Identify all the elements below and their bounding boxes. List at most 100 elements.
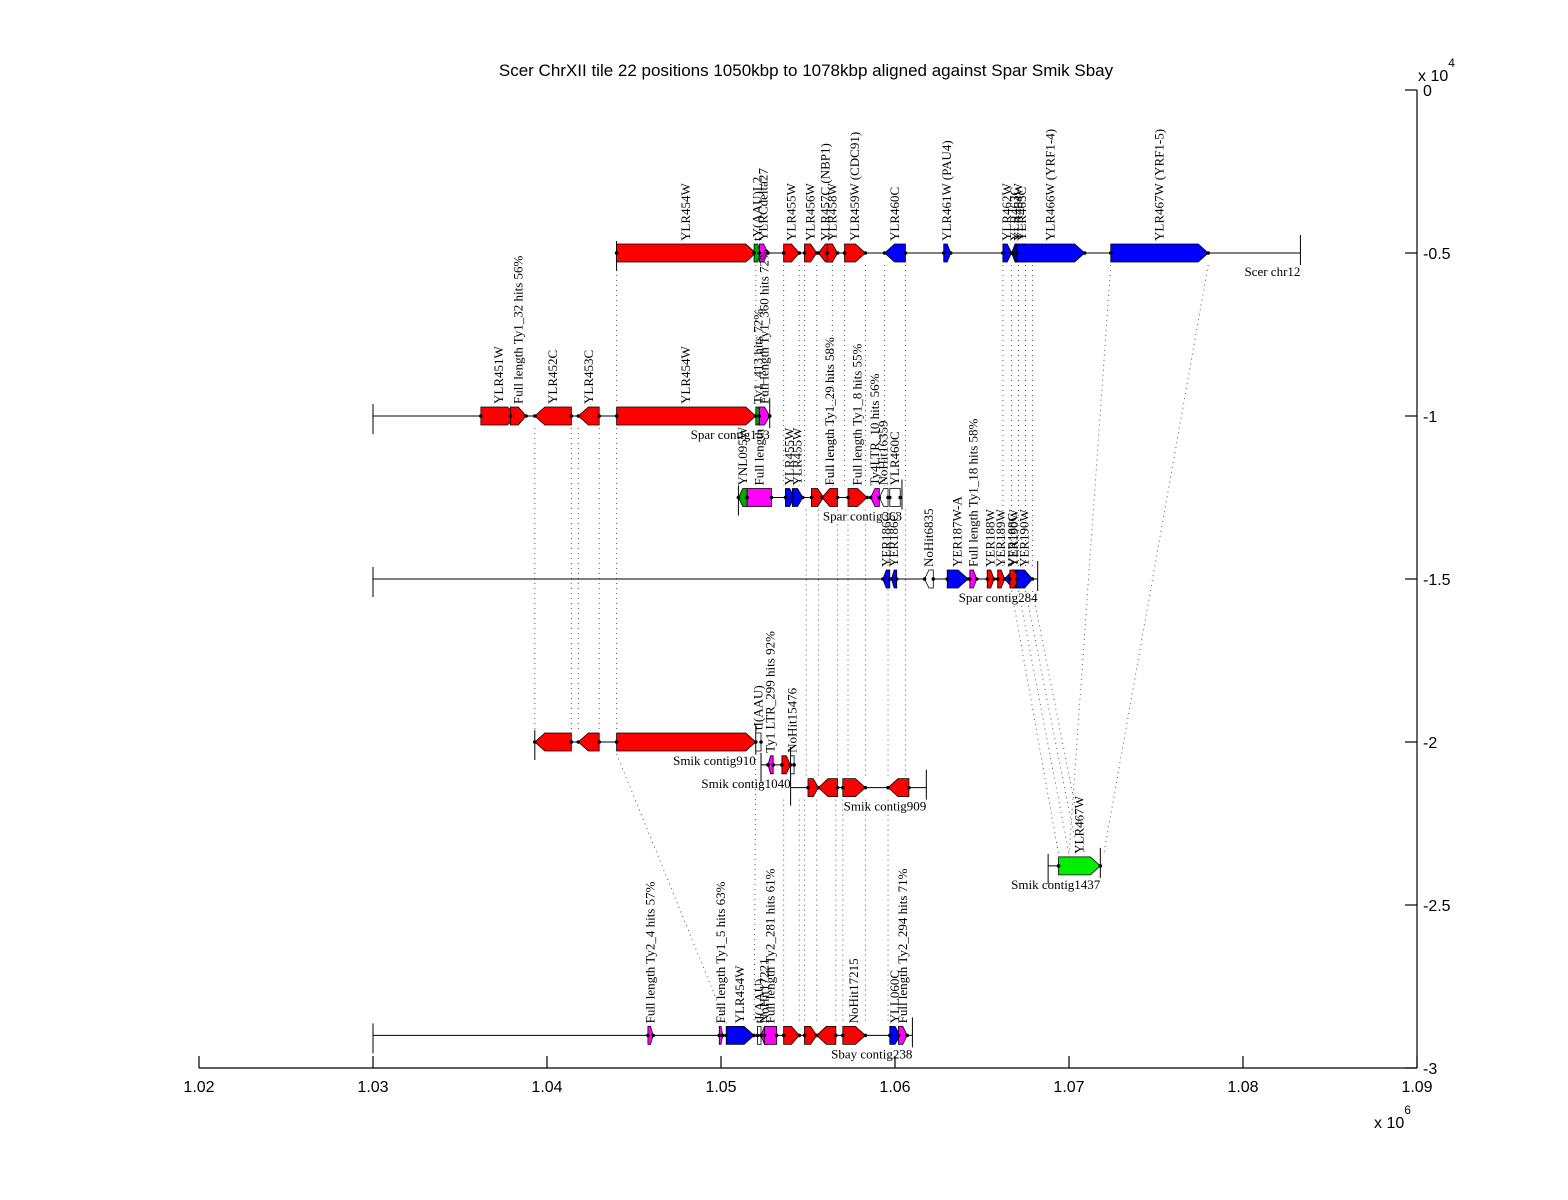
feature-label: YER188C bbox=[1004, 513, 1019, 567]
gene-feature bbox=[969, 569, 978, 589]
feature-label: Ty4LTR_10 hits 56% bbox=[867, 373, 882, 485]
feature-start-dot bbox=[783, 495, 788, 500]
feature-label: YLR463C bbox=[1007, 187, 1022, 241]
feature-end-dot bbox=[797, 1033, 802, 1038]
track: Ty1 LTR_299 hits 92% NoHit15476 Smik conti… bbox=[701, 631, 799, 791]
gene-feature bbox=[534, 406, 572, 426]
feature-end-dot bbox=[907, 785, 911, 790]
feature-start-dot bbox=[757, 251, 762, 255]
feature-end-dot bbox=[569, 740, 574, 744]
gene-feature bbox=[1009, 569, 1019, 589]
feature-end-dot bbox=[863, 251, 868, 255]
feature-start-dot bbox=[1108, 251, 1113, 255]
feature-label: YER187W-A bbox=[950, 496, 965, 567]
x-exponent-base: x 10 bbox=[1374, 1115, 1404, 1132]
feature-start-dot bbox=[646, 1033, 650, 1038]
x-tick-label: 1.04 bbox=[531, 1079, 562, 1096]
feature-start-dot bbox=[614, 740, 619, 744]
feature-start-dot bbox=[802, 251, 807, 255]
feature-start-dot bbox=[887, 1033, 892, 1038]
y-exponent-label: x 104 bbox=[1418, 56, 1455, 85]
feature-start-dot bbox=[887, 495, 892, 500]
gene-feature bbox=[758, 406, 771, 426]
feature-start-dot bbox=[724, 1033, 729, 1038]
feature-end-dot bbox=[769, 495, 774, 500]
gene-feature bbox=[986, 569, 995, 589]
feature-label: Full length Ty1_29 hits 58% bbox=[822, 337, 837, 486]
track-name-label: Spar contig284 bbox=[959, 590, 1039, 605]
feature-label: YLR453C bbox=[581, 350, 596, 404]
gene-feature bbox=[826, 243, 839, 263]
feature-start-dot bbox=[576, 414, 581, 418]
feature-label: YLRCdelta27 bbox=[756, 168, 771, 241]
feature-end-dot bbox=[905, 1033, 909, 1038]
feature-end-dot bbox=[1030, 577, 1035, 581]
feature-start-dot bbox=[533, 740, 537, 744]
track-name-label: Smik contig1437 bbox=[1011, 877, 1101, 892]
feature-start-dot bbox=[846, 495, 850, 500]
feature-end-dot bbox=[792, 763, 796, 767]
gene-feature bbox=[616, 406, 757, 426]
gene-feature bbox=[758, 243, 769, 263]
feature-start-dot bbox=[889, 577, 894, 581]
feature-label: YER189W bbox=[993, 509, 1008, 568]
feature-start-dot bbox=[886, 785, 890, 790]
gene-feature bbox=[847, 488, 868, 507]
feature-start-dot bbox=[780, 763, 784, 767]
feature-label: NoHit16359 bbox=[876, 421, 891, 486]
feature-start-dot bbox=[877, 495, 882, 500]
feature-label: YER186C bbox=[886, 513, 901, 567]
track-name-label: Spar contig153 bbox=[691, 427, 770, 442]
feature-label: YLR461W (PAU4) bbox=[939, 140, 954, 241]
gene-feature bbox=[807, 778, 819, 798]
feature-label: YER188W bbox=[983, 509, 998, 567]
x-tick-label: 1.06 bbox=[879, 1079, 910, 1096]
feature-start-dot bbox=[945, 577, 949, 581]
feature-end-dot bbox=[766, 251, 770, 255]
x-tick-label: 1.09 bbox=[1401, 1079, 1432, 1096]
gene-feature bbox=[616, 732, 757, 752]
track: Full length Ty2_4 hits 57% Full length Ty… bbox=[372, 868, 913, 1061]
feature-end-dot bbox=[1098, 864, 1103, 868]
feature-start-dot bbox=[825, 251, 829, 255]
feature-end-dot bbox=[863, 1033, 868, 1038]
y-axis: 0 -0.5 -1 -1.5 -2 -2.5 -3 bbox=[1405, 83, 1451, 1078]
feature-end-dot bbox=[865, 495, 869, 500]
feature-label: NoHit17221 bbox=[757, 958, 772, 1023]
y-tick-label: 0 bbox=[1423, 83, 1432, 100]
gene-feature bbox=[1002, 243, 1013, 263]
feature-start-dot bbox=[757, 414, 762, 418]
feature-start-dot bbox=[762, 1033, 767, 1038]
feature-end-dot bbox=[1082, 251, 1087, 255]
feature-end-dot bbox=[797, 251, 802, 255]
feature-label: YLR455W bbox=[782, 427, 797, 486]
feature-end-dot bbox=[752, 1033, 756, 1038]
feature-end-dot bbox=[894, 577, 899, 581]
feature-start-dot bbox=[816, 785, 821, 790]
y-exponent-power: 4 bbox=[1448, 56, 1455, 70]
feature-start-dot bbox=[1008, 577, 1012, 581]
feature-label: Ty1 LTR_299 hits 92% bbox=[763, 631, 778, 753]
feature-start-dot bbox=[896, 1033, 901, 1038]
feature-start-dot bbox=[842, 251, 847, 255]
feature-label: Ty1_413 hits 72% bbox=[750, 309, 765, 404]
feature-label: tY(AAU)L2 bbox=[750, 177, 765, 241]
feature-start-dot bbox=[479, 414, 483, 418]
feature-label: YLR466W (YRF1-4) bbox=[1043, 129, 1058, 241]
gene-feature bbox=[1110, 243, 1209, 263]
feature-start-dot bbox=[508, 414, 513, 418]
feature-end-dot bbox=[759, 740, 763, 744]
feature-start-dot bbox=[968, 577, 972, 581]
feature-start-dot bbox=[576, 740, 581, 744]
feature-label: Full length Ty2_4 hits 57% bbox=[643, 881, 658, 1023]
feature-start-dot bbox=[809, 495, 814, 500]
track-name-label: Smik contig1040 bbox=[701, 776, 790, 791]
feature-label: YLR462W bbox=[999, 183, 1014, 242]
feature-end-dot bbox=[651, 1033, 655, 1038]
track-name-label: Smik contig909 bbox=[844, 799, 927, 814]
feature-end-dot bbox=[835, 785, 840, 790]
feature-label: NoHit15476 bbox=[784, 687, 799, 753]
feature-end-dot bbox=[834, 1033, 838, 1038]
gene-feature bbox=[997, 569, 1006, 589]
